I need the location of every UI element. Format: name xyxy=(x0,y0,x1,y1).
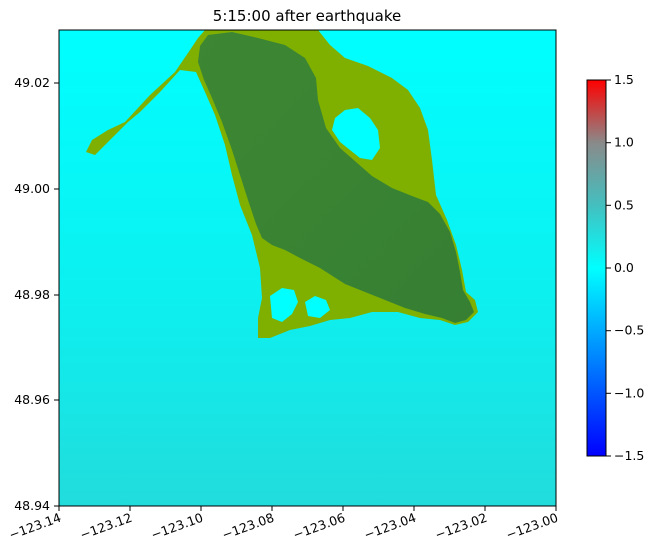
y-tick-label: 48.98 xyxy=(14,287,50,302)
y-tick-label: 49.00 xyxy=(14,181,50,196)
colorbar-tick-label: 1.0 xyxy=(614,135,634,150)
x-tick-label: −123.04 xyxy=(362,510,418,543)
x-tick-label: −123.00 xyxy=(504,510,560,543)
colorbar-tick-label: −1.5 xyxy=(614,448,644,463)
island-land-region xyxy=(198,32,474,323)
x-tick-label: −123.02 xyxy=(433,510,489,543)
x-tick-label: −123.06 xyxy=(291,510,347,543)
colorbar-tick-label: 0.5 xyxy=(614,197,634,212)
colorbar-tick-label: 0.0 xyxy=(614,260,634,275)
x-tick-label: −123.10 xyxy=(149,510,205,543)
inlet-south-west xyxy=(270,288,298,322)
chart-title: 5:15:00 after earthquake xyxy=(213,7,401,25)
colorbar: −1.5 −1.0 −0.5 0.0 0.5 1.0 1.5 xyxy=(586,72,644,463)
x-axis: −123.14 −123.12 −123.10 −123.08 −123.06 … xyxy=(7,506,560,542)
y-axis: 48.94 48.96 48.98 49.00 49.02 xyxy=(14,75,59,513)
plot-frame xyxy=(58,29,557,507)
colorbar-tick-label: −1.0 xyxy=(614,385,644,400)
heatmap-area xyxy=(59,30,556,506)
y-tick-label: 48.94 xyxy=(14,498,50,513)
y-tick-label: 48.96 xyxy=(14,392,50,407)
colorbar-tick-label: −0.5 xyxy=(614,323,644,338)
x-tick-label: −123.08 xyxy=(220,510,276,543)
y-tick-label: 49.02 xyxy=(14,75,50,90)
x-tick-label: −123.14 xyxy=(7,510,63,543)
colorbar-tick-label: 1.5 xyxy=(614,72,634,87)
colorbar-scale xyxy=(586,79,607,457)
x-tick-label: −123.12 xyxy=(78,510,134,543)
inlet-south xyxy=(305,296,330,318)
inlet-north xyxy=(332,108,380,160)
